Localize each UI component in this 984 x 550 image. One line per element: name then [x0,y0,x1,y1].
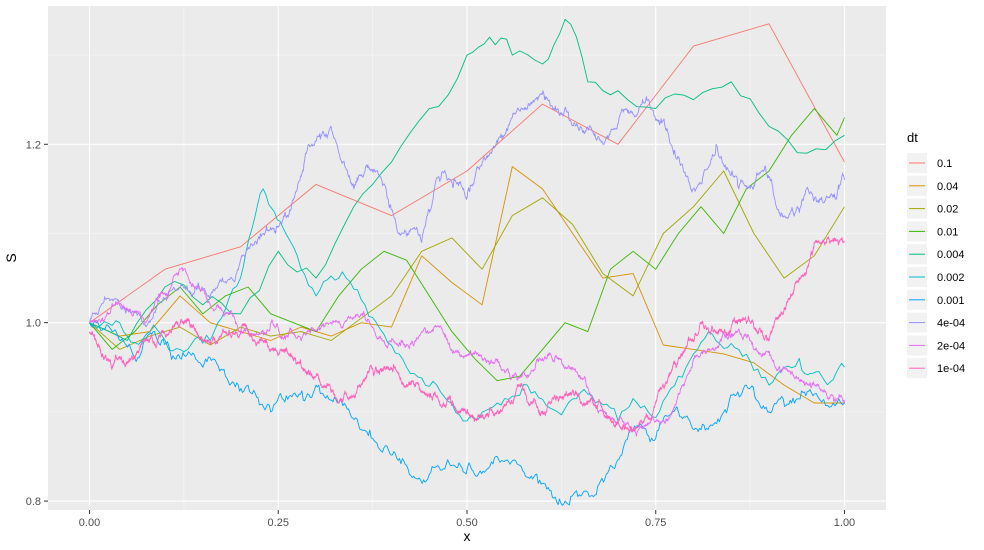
x-tick-label: 0.75 [645,517,666,529]
y-tick-label: 1.0 [26,318,41,330]
legend-label: 0.02 [937,204,958,216]
series-line-0-01 [89,108,845,382]
series-line-0-1 [89,23,845,324]
y-tick-label: 0.8 [26,496,41,508]
legend-label: 0.01 [937,226,958,238]
legend: dt 0.1 0.04 0.02 0.01 0.004 0.002 0.001 4e-04 2e… [907,130,965,379]
y-tick-label: 1.2 [26,139,41,151]
x-tick-label: 0.00 [79,517,100,529]
series-lines [89,18,845,506]
series-line-0-04 [89,166,845,404]
legend-label: 2e-04 [937,340,965,352]
legend-label: 0.1 [937,158,952,170]
y-axis-title: S [3,253,19,262]
legend-label: 0.001 [937,295,965,307]
x-axis-title: x [464,528,471,544]
series-line-4e-04 [89,90,845,328]
axes: 0.00 0.25 0.50 0.75 1.00 0.8 1.0 1.2 [26,139,855,529]
legend-label: 0.04 [937,181,958,193]
legend-title: dt [907,130,918,145]
legend-label: 1e-04 [937,363,965,375]
series-line-1e-04 [89,236,845,433]
series-line-0-004 [89,18,845,341]
series-line-2e-04 [89,266,845,437]
series-line-0-002 [89,188,845,422]
x-tick-label: 0.50 [456,517,477,529]
legend-label: 0.002 [937,272,965,284]
x-tick-label: 0.25 [268,517,289,529]
x-tick-label: 1.00 [834,517,855,529]
grid [48,6,886,510]
series-line-0-001 [89,319,845,506]
legend-label: 0.004 [937,249,965,261]
legend-label: 4e-04 [937,318,965,330]
